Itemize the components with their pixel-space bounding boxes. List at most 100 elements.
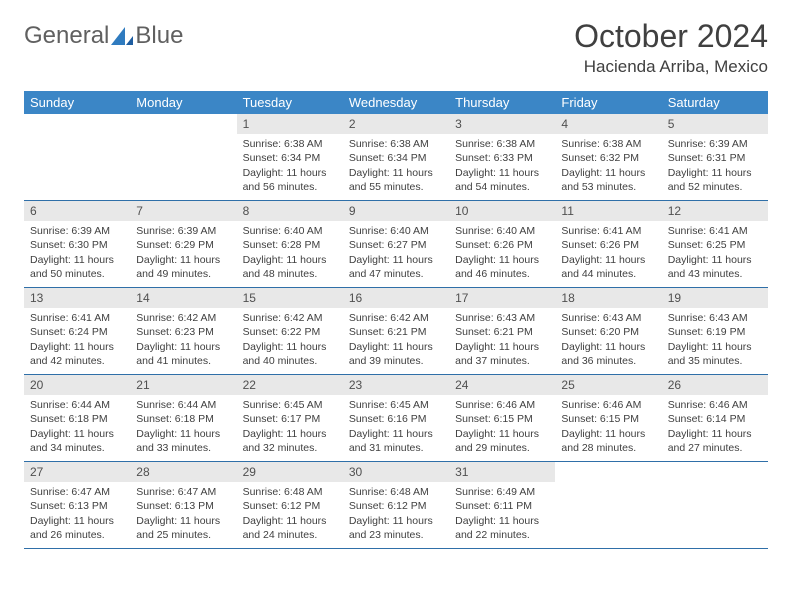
day-body: Sunrise: 6:43 AMSunset: 6:19 PMDaylight:… bbox=[662, 308, 768, 374]
daylight-line: Daylight: 11 hours and 52 minutes. bbox=[668, 166, 762, 194]
sunrise-line: Sunrise: 6:40 AM bbox=[243, 224, 337, 238]
daylight-line: Daylight: 11 hours and 48 minutes. bbox=[243, 253, 337, 281]
sunset-line: Sunset: 6:12 PM bbox=[349, 499, 443, 513]
weekday-label: Friday bbox=[555, 91, 661, 114]
sunset-line: Sunset: 6:17 PM bbox=[243, 412, 337, 426]
weekday-label: Wednesday bbox=[343, 91, 449, 114]
day-number: 15 bbox=[237, 288, 343, 308]
day-body: Sunrise: 6:47 AMSunset: 6:13 PMDaylight:… bbox=[24, 482, 130, 548]
day-number: 9 bbox=[343, 201, 449, 221]
calendar-cell: 30Sunrise: 6:48 AMSunset: 6:12 PMDayligh… bbox=[343, 462, 449, 548]
sunset-line: Sunset: 6:22 PM bbox=[243, 325, 337, 339]
sunset-line: Sunset: 6:33 PM bbox=[455, 151, 549, 165]
day-body: Sunrise: 6:38 AMSunset: 6:34 PMDaylight:… bbox=[237, 134, 343, 200]
daylight-line: Daylight: 11 hours and 53 minutes. bbox=[561, 166, 655, 194]
day-number: 10 bbox=[449, 201, 555, 221]
daylight-line: Daylight: 11 hours and 37 minutes. bbox=[455, 340, 549, 368]
day-body: Sunrise: 6:38 AMSunset: 6:32 PMDaylight:… bbox=[555, 134, 661, 200]
calendar-cell: 18Sunrise: 6:43 AMSunset: 6:20 PMDayligh… bbox=[555, 288, 661, 374]
daylight-line: Daylight: 11 hours and 33 minutes. bbox=[136, 427, 230, 455]
weekday-label: Tuesday bbox=[237, 91, 343, 114]
sunset-line: Sunset: 6:26 PM bbox=[455, 238, 549, 252]
daylight-line: Daylight: 11 hours and 36 minutes. bbox=[561, 340, 655, 368]
location: Hacienda Arriba, Mexico bbox=[574, 57, 768, 77]
day-number: 30 bbox=[343, 462, 449, 482]
day-body: Sunrise: 6:40 AMSunset: 6:28 PMDaylight:… bbox=[237, 221, 343, 287]
calendar-cell: . bbox=[130, 114, 236, 200]
sunrise-line: Sunrise: 6:48 AM bbox=[349, 485, 443, 499]
day-number: 11 bbox=[555, 201, 661, 221]
calendar: SundayMondayTuesdayWednesdayThursdayFrid… bbox=[24, 91, 768, 549]
daylight-line: Daylight: 11 hours and 55 minutes. bbox=[349, 166, 443, 194]
sunrise-line: Sunrise: 6:43 AM bbox=[668, 311, 762, 325]
calendar-week: ..1Sunrise: 6:38 AMSunset: 6:34 PMDaylig… bbox=[24, 114, 768, 201]
daylight-line: Daylight: 11 hours and 49 minutes. bbox=[136, 253, 230, 281]
daylight-line: Daylight: 11 hours and 43 minutes. bbox=[668, 253, 762, 281]
sunset-line: Sunset: 6:24 PM bbox=[30, 325, 124, 339]
day-number: 31 bbox=[449, 462, 555, 482]
calendar-cell: 20Sunrise: 6:44 AMSunset: 6:18 PMDayligh… bbox=[24, 375, 130, 461]
daylight-line: Daylight: 11 hours and 24 minutes. bbox=[243, 514, 337, 542]
calendar-cell: . bbox=[662, 462, 768, 548]
calendar-cell: 1Sunrise: 6:38 AMSunset: 6:34 PMDaylight… bbox=[237, 114, 343, 200]
title-block: October 2024 Hacienda Arriba, Mexico bbox=[574, 18, 768, 77]
day-number: 4 bbox=[555, 114, 661, 134]
sunset-line: Sunset: 6:12 PM bbox=[243, 499, 337, 513]
day-body: Sunrise: 6:42 AMSunset: 6:21 PMDaylight:… bbox=[343, 308, 449, 374]
calendar-cell: 5Sunrise: 6:39 AMSunset: 6:31 PMDaylight… bbox=[662, 114, 768, 200]
brand-logo: General Blue bbox=[24, 18, 183, 50]
daylight-line: Daylight: 11 hours and 41 minutes. bbox=[136, 340, 230, 368]
calendar-cell: 24Sunrise: 6:46 AMSunset: 6:15 PMDayligh… bbox=[449, 375, 555, 461]
sunset-line: Sunset: 6:13 PM bbox=[30, 499, 124, 513]
sunrise-line: Sunrise: 6:38 AM bbox=[243, 137, 337, 151]
sunset-line: Sunset: 6:32 PM bbox=[561, 151, 655, 165]
sunrise-line: Sunrise: 6:43 AM bbox=[455, 311, 549, 325]
daylight-line: Daylight: 11 hours and 32 minutes. bbox=[243, 427, 337, 455]
sunrise-line: Sunrise: 6:45 AM bbox=[349, 398, 443, 412]
day-number: 29 bbox=[237, 462, 343, 482]
calendar-cell: 11Sunrise: 6:41 AMSunset: 6:26 PMDayligh… bbox=[555, 201, 661, 287]
sunrise-line: Sunrise: 6:44 AM bbox=[30, 398, 124, 412]
sunrise-line: Sunrise: 6:44 AM bbox=[136, 398, 230, 412]
calendar-cell: 6Sunrise: 6:39 AMSunset: 6:30 PMDaylight… bbox=[24, 201, 130, 287]
day-number: 17 bbox=[449, 288, 555, 308]
calendar-cell: . bbox=[24, 114, 130, 200]
calendar-week: 20Sunrise: 6:44 AMSunset: 6:18 PMDayligh… bbox=[24, 375, 768, 462]
weekday-label: Saturday bbox=[662, 91, 768, 114]
sunset-line: Sunset: 6:11 PM bbox=[455, 499, 549, 513]
day-number: 13 bbox=[24, 288, 130, 308]
day-body: Sunrise: 6:43 AMSunset: 6:21 PMDaylight:… bbox=[449, 308, 555, 374]
day-number: 19 bbox=[662, 288, 768, 308]
day-number: 28 bbox=[130, 462, 236, 482]
day-number: 2 bbox=[343, 114, 449, 134]
daylight-line: Daylight: 11 hours and 34 minutes. bbox=[30, 427, 124, 455]
sunrise-line: Sunrise: 6:43 AM bbox=[561, 311, 655, 325]
day-number: 16 bbox=[343, 288, 449, 308]
calendar-cell: 9Sunrise: 6:40 AMSunset: 6:27 PMDaylight… bbox=[343, 201, 449, 287]
day-body: Sunrise: 6:44 AMSunset: 6:18 PMDaylight:… bbox=[130, 395, 236, 461]
sunset-line: Sunset: 6:34 PM bbox=[349, 151, 443, 165]
calendar-cell: 15Sunrise: 6:42 AMSunset: 6:22 PMDayligh… bbox=[237, 288, 343, 374]
calendar-cell: 21Sunrise: 6:44 AMSunset: 6:18 PMDayligh… bbox=[130, 375, 236, 461]
calendar-week: 13 Sunrise: 6:41 AMSunset: 6:24 PM Dayligh… bbox=[24, 288, 768, 375]
day-body: Sunrise: 6:48 AMSunset: 6:12 PMDaylight:… bbox=[237, 482, 343, 548]
daylight-line: Daylight: 11 hours and 28 minutes. bbox=[561, 427, 655, 455]
day-body: Sunrise: 6:41 AMSunset: 6:25 PMDaylight:… bbox=[662, 221, 768, 287]
brand-word2: Blue bbox=[135, 22, 183, 50]
sunrise-line: Sunrise: 6:40 AM bbox=[349, 224, 443, 238]
sunset-line: Sunset: 6:25 PM bbox=[668, 238, 762, 252]
day-number: 25 bbox=[555, 375, 661, 395]
day-body: Sunrise: 6:45 AMSunset: 6:17 PMDaylight:… bbox=[237, 395, 343, 461]
day-number: 1 bbox=[237, 114, 343, 134]
sunset-line: Sunset: 6:16 PM bbox=[349, 412, 443, 426]
calendar-week: 27Sunrise: 6:47 AMSunset: 6:13 PMDayligh… bbox=[24, 462, 768, 549]
day-body: Sunrise: 6:46 AMSunset: 6:15 PMDaylight:… bbox=[555, 395, 661, 461]
sunset-line: Sunset: 6:31 PM bbox=[668, 151, 762, 165]
daylight-line: Daylight: 11 hours and 22 minutes. bbox=[455, 514, 549, 542]
sunset-line: Sunset: 6:14 PM bbox=[668, 412, 762, 426]
day-body: Sunrise: 6:43 AMSunset: 6:20 PMDaylight:… bbox=[555, 308, 661, 374]
sunrise-line: Sunrise: 6:39 AM bbox=[30, 224, 124, 238]
sunrise-line: Sunrise: 6:41 AM bbox=[30, 311, 124, 325]
day-number: 5 bbox=[662, 114, 768, 134]
day-body: Sunrise: 6:39 AMSunset: 6:31 PMDaylight:… bbox=[662, 134, 768, 200]
